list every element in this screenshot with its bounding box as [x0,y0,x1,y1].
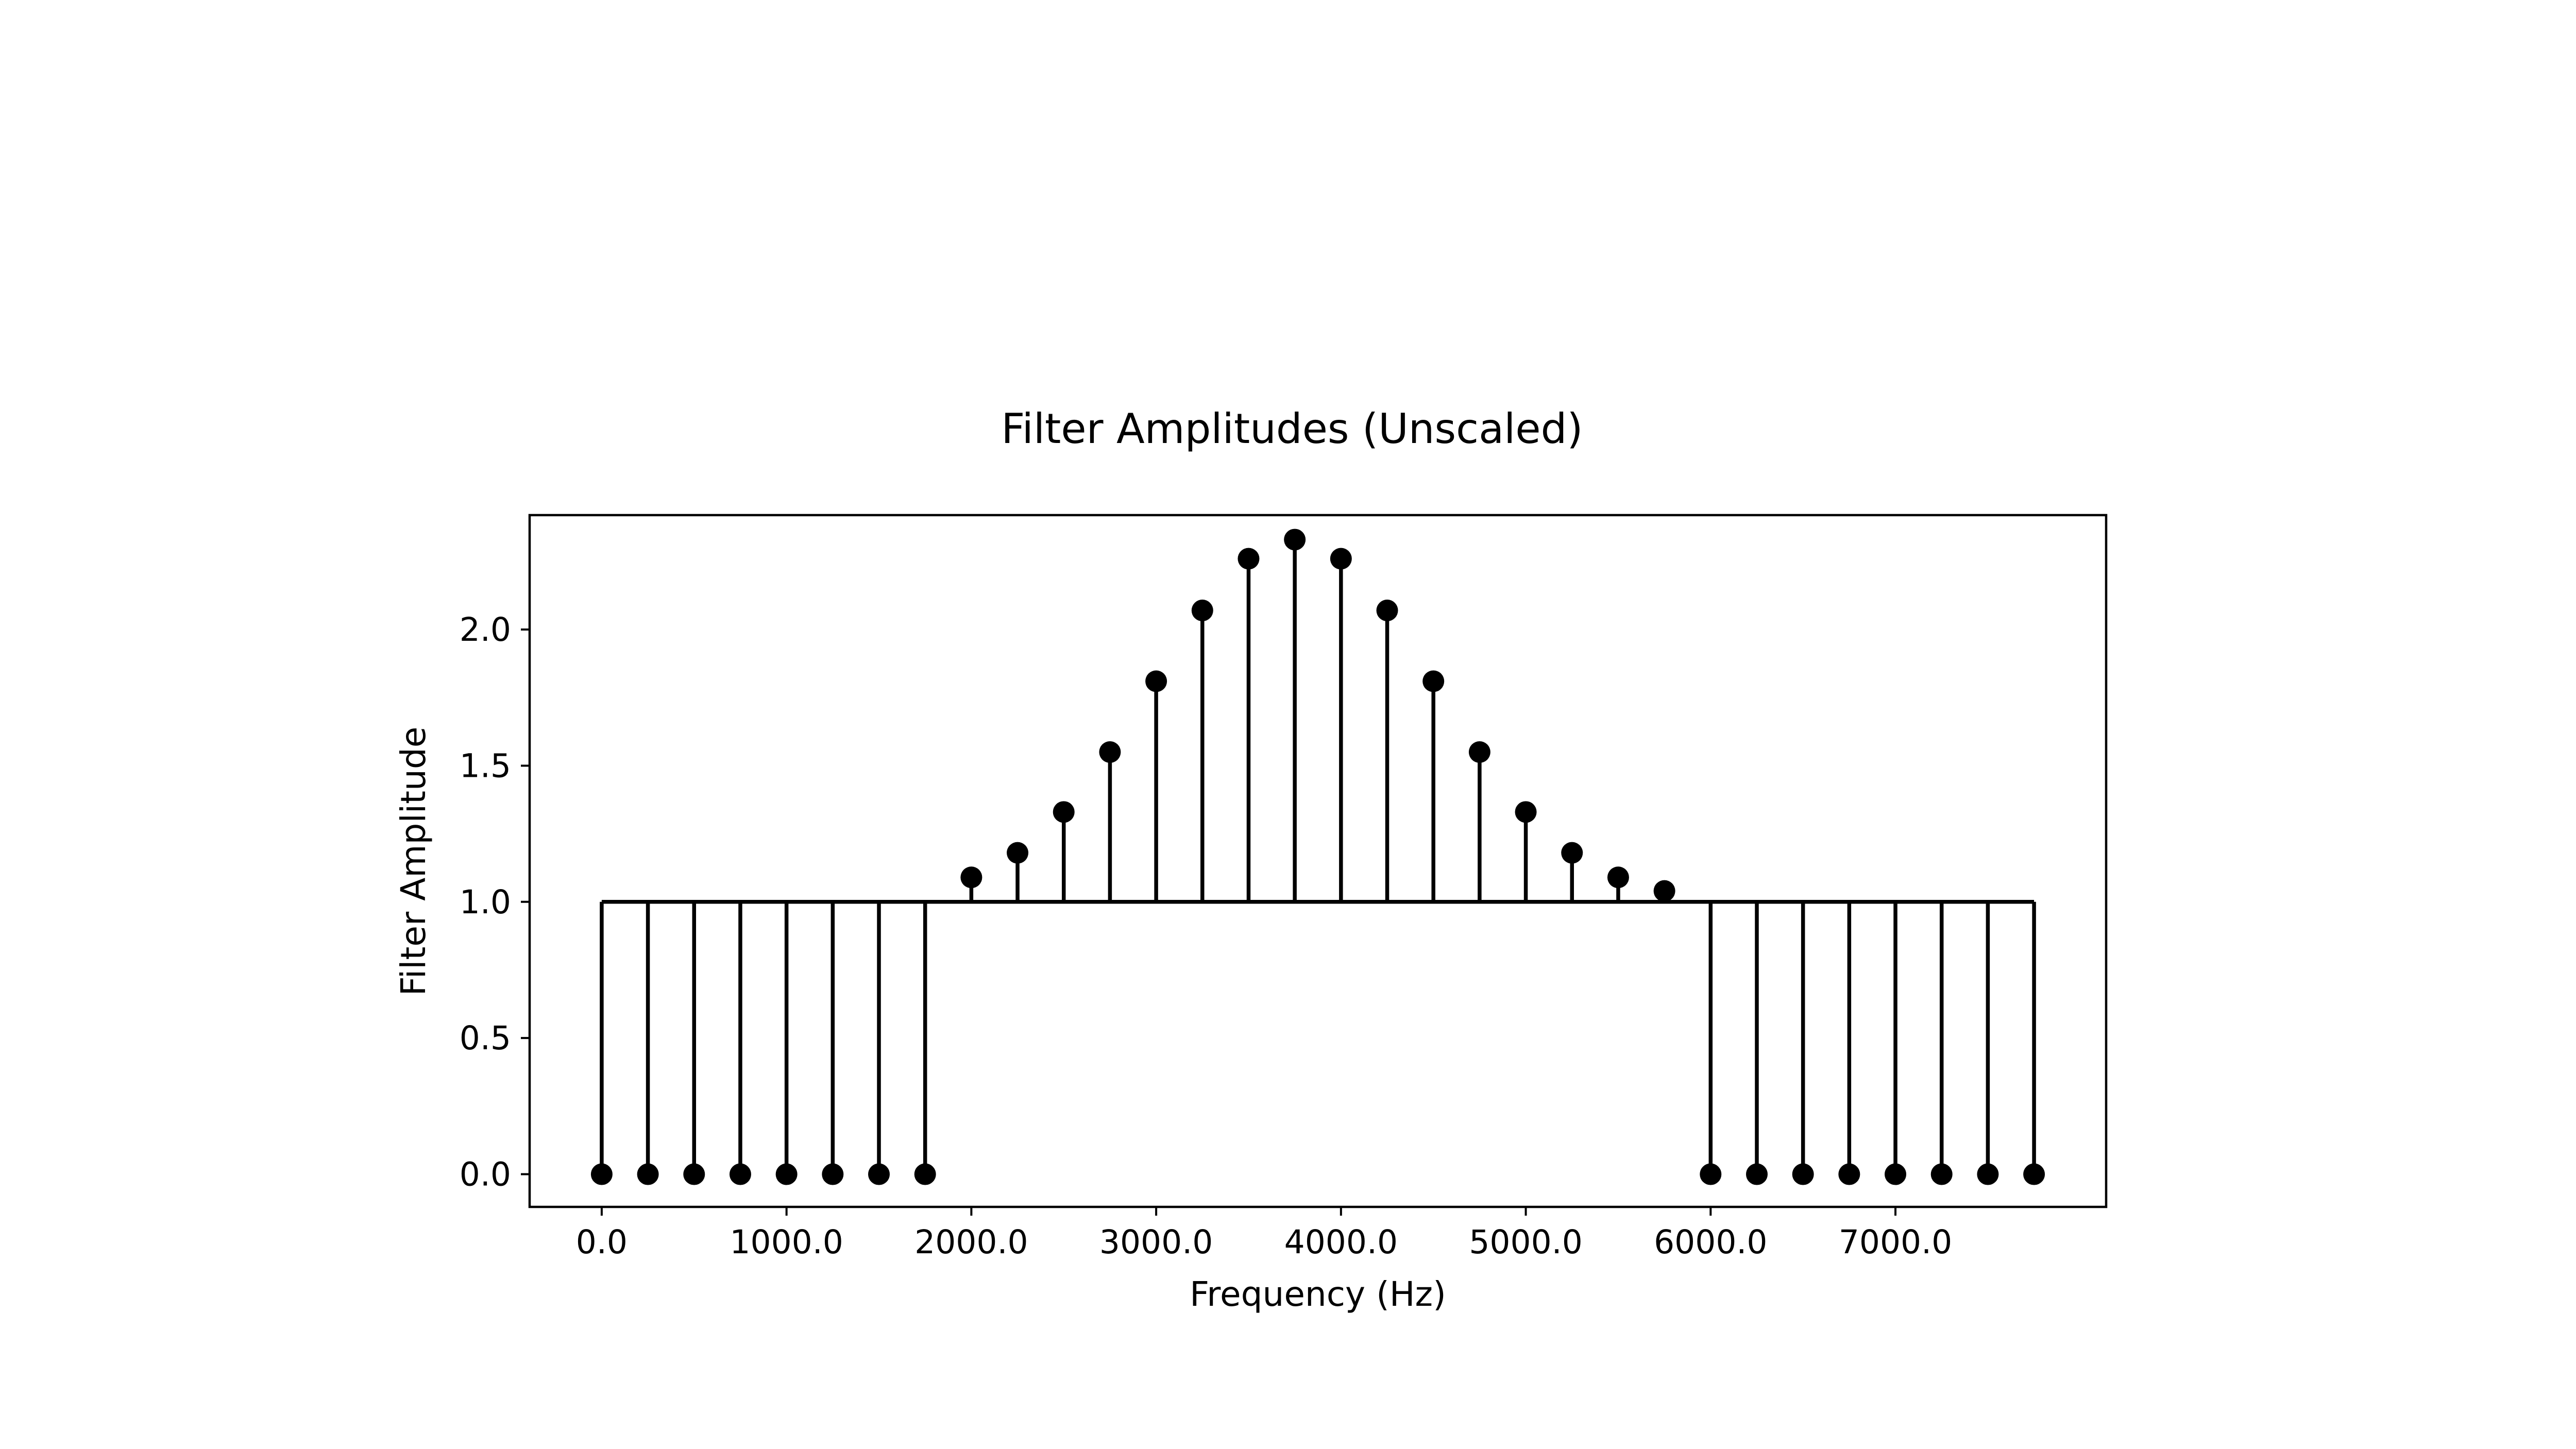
stem-marker [1007,842,1029,864]
stem-marker [1607,866,1629,889]
stem-marker [960,866,982,889]
stem-marker [1468,741,1490,763]
y-axis-label: Filter Amplitude [394,727,433,996]
stems-layer [590,529,2045,1185]
stem-marker [1238,548,1260,570]
plot-frame [528,514,2108,1208]
stem-marker [1977,1163,1999,1185]
y-tick-label: 0.0 [460,1156,511,1194]
y-tick-label: 0.5 [460,1019,511,1057]
stem-marker [1792,1163,1814,1185]
stem-marker [1330,548,1352,570]
stem-marker [1885,1163,1907,1185]
stem-marker [1099,741,1121,763]
y-tick-label: 1.5 [460,747,511,785]
x-tick-label: 6000.0 [1654,1223,1767,1261]
stem-marker [1930,1163,1953,1185]
stem-marker [729,1163,751,1185]
stem-marker [1838,1163,1860,1185]
x-axis-label: Frequency (Hz) [1190,1274,1446,1314]
stem-marker [1653,880,1675,902]
stem-marker [1745,1163,1768,1185]
stem-marker [683,1163,705,1185]
y-tick-label: 2.0 [460,611,511,649]
x-tick-label: 3000.0 [1099,1223,1213,1261]
y-axis: 0.0 0.5 1.0 1.5 2.0 [460,611,530,1194]
stem-marker [1376,600,1398,622]
stem-marker [775,1163,798,1185]
x-tick-label: 0.0 [576,1223,628,1261]
x-tick-label: 1000.0 [730,1223,843,1261]
x-tick-label: 2000.0 [914,1223,1028,1261]
stem-marker [637,1163,659,1185]
stem-marker [1191,600,1213,622]
x-tick-label: 5000.0 [1469,1223,1582,1261]
stem-marker [1700,1163,1722,1185]
stem-marker [1561,842,1583,864]
x-tick-label: 7000.0 [1839,1223,1952,1261]
stem-marker [914,1163,936,1185]
stem-marker [590,1163,613,1185]
stem-marker [1284,529,1306,551]
y-tick-label: 1.0 [460,883,511,921]
chart-title: Filter Amplitudes (Unscaled) [1001,405,1583,453]
stem-marker [1422,670,1445,692]
stem-marker [2023,1163,2045,1185]
stem-marker [1145,670,1167,692]
x-tick-label: 4000.0 [1284,1223,1398,1261]
stem-marker [1053,801,1075,823]
x-axis: 0.0 1000.0 2000.0 3000.0 4000.0 5000.0 6000.0 7… [576,1207,1952,1261]
stem-marker [868,1163,890,1185]
stem-marker [1515,801,1537,823]
stem-marker [822,1163,844,1185]
